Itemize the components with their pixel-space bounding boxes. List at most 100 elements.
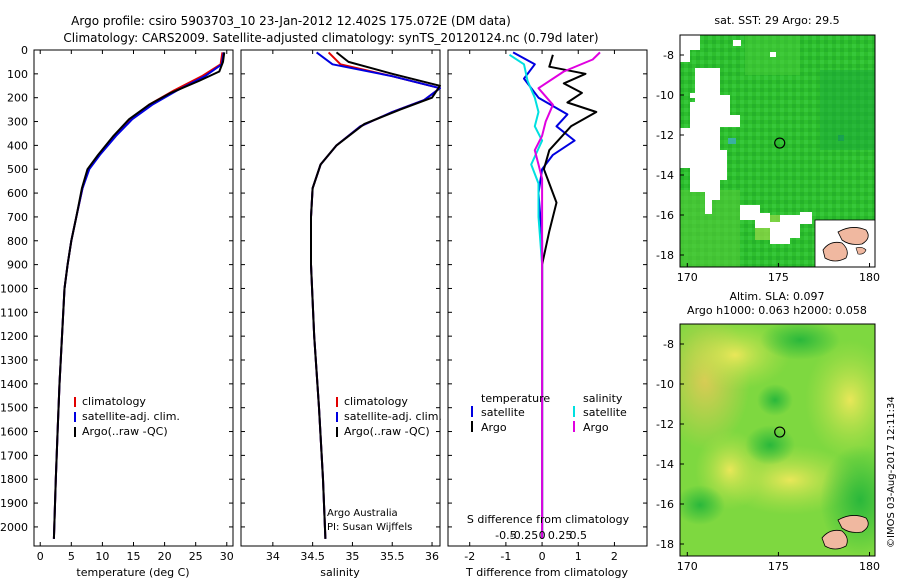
difference-panel: -2 -1 0 1 2 T difference from climatology S … <box>447 49 648 579</box>
depth-tick-label: 1700 <box>0 449 28 462</box>
salinity-axis-label: salinity <box>320 566 360 579</box>
x-tick-label: -2 <box>464 550 475 563</box>
series-line <box>508 53 544 539</box>
legend-t-satellite: satellite <box>481 406 525 419</box>
sst-map-title: sat. SST: 29 Argo: 29.5 <box>714 14 839 27</box>
series-line <box>310 51 441 539</box>
depth-tick-label: 1600 <box>0 426 28 439</box>
depth-tick-label: 800 <box>7 235 28 248</box>
series-line <box>52 52 226 539</box>
x-tick-label: 35 <box>345 550 359 563</box>
depth-tick-label: 300 <box>7 116 28 129</box>
credit-line1: Argo Australia <box>327 508 398 519</box>
depth-tick-label: 900 <box>7 259 28 272</box>
depth-tick-label: 1500 <box>0 402 28 415</box>
x-tick-label: 34 <box>266 550 280 563</box>
argo-position-marker-sla <box>774 426 786 438</box>
legend-satellite: satellite-adj. clim. <box>82 410 180 423</box>
x-tick-label: 36 <box>425 550 439 563</box>
x-tick-label: 35.5 <box>380 550 405 563</box>
depth-tick-label: 1800 <box>0 473 28 486</box>
series-line <box>533 51 601 539</box>
header-line1: Argo profile: csiro 5903703_10 23-Jan-20… <box>71 14 511 28</box>
x-tick-label: -1 <box>500 550 511 563</box>
depth-tick-label: 400 <box>7 139 28 152</box>
x-tick-label: 2 <box>611 550 618 563</box>
map-y-tick-label: -16 <box>656 498 674 511</box>
header-line2: Climatology: CARS2009. Satellite-adjuste… <box>63 31 598 45</box>
depth-tick-label: 1000 <box>0 282 28 295</box>
sla-map-title2: Argo h1000: 0.063 h2000: 0.058 <box>687 304 867 317</box>
depth-tick-label: 0 <box>21 44 28 57</box>
map-x-tick-label: 170 <box>677 560 698 573</box>
map-x-tick-label: 175 <box>768 271 789 284</box>
map-y-tick-label: -18 <box>656 538 674 551</box>
legend-salinity-title: salinity <box>583 392 623 405</box>
series-line <box>52 52 224 539</box>
map-y-tick-label: -14 <box>656 458 674 471</box>
map-x-tick-label: 170 <box>677 271 698 284</box>
map-y-tick-label: -10 <box>656 378 674 391</box>
map-y-tick-label: -12 <box>656 418 674 431</box>
s-tick-label: 0.25 <box>548 529 573 542</box>
legend-temperature-title: temperature <box>481 392 550 405</box>
temperature-legend: climatology satellite-adj. clim. Argo(..… <box>74 395 180 438</box>
depth-tick-label: 600 <box>7 187 28 200</box>
map-y-tick-label: -8 <box>663 338 674 351</box>
series-line <box>541 54 598 539</box>
x-tick-label: 10 <box>95 550 109 563</box>
x-tick-label: 20 <box>158 550 172 563</box>
s-tick-label: 0.5 <box>570 529 588 542</box>
timestamp: ©IMOS 03-Aug-2017 12:11:34 <box>886 396 897 548</box>
depth-tick-label: 1900 <box>0 497 28 510</box>
map-y-tick-label: -8 <box>663 49 674 62</box>
series-line <box>52 52 225 539</box>
difference-legend: temperature salinity satellite Argo sate… <box>471 392 627 434</box>
sla-map-title1: Altim. SLA: 0.097 <box>729 290 824 303</box>
t-diff-axis-label: T difference from climatology <box>465 566 628 579</box>
credit-line2: PI: Susan Wijffels <box>327 522 412 533</box>
map-y-tick-label: -10 <box>656 89 674 102</box>
legend-s-satellite: satellite <box>583 406 627 419</box>
x-tick-label: 0 <box>539 550 546 563</box>
map-y-tick-label: -12 <box>656 129 674 142</box>
x-tick-label: 25 <box>189 550 203 563</box>
sla-map: Altim. SLA: 0.097 Argo h1000: 0.063 h200… <box>656 290 880 573</box>
legend-climatology: climatology <box>344 395 408 408</box>
temperature-axis-label: temperature (deg C) <box>76 566 189 579</box>
salinity-legend: climatology satellite-adj. clim. Argo(..… <box>336 395 442 438</box>
depth-tick-label: 1200 <box>0 330 28 343</box>
x-tick-label: 0 <box>37 550 44 563</box>
x-tick-label: 1 <box>575 550 582 563</box>
depth-tick-label: 1300 <box>0 354 28 367</box>
map-y-tick-label: -14 <box>656 169 674 182</box>
map-y-tick-label: -16 <box>656 209 674 222</box>
sst-map: sat. SST: 29 Argo: 29.5 170 175 180 -8 -10 -1… <box>656 14 880 284</box>
legend-s-argo: Argo <box>583 421 609 434</box>
legend-climatology: climatology <box>82 395 146 408</box>
depth-tick-label: 200 <box>7 92 28 105</box>
s-diff-axis-label: S difference from climatology <box>467 513 630 526</box>
depth-tick-label: 500 <box>7 163 28 176</box>
salinity-panel: 34 34.5 35 35.5 36 salinity climatology sate… <box>240 49 442 579</box>
depth-tick-label: 2000 <box>0 521 28 534</box>
map-x-tick-label: 180 <box>859 560 880 573</box>
x-tick-label: 5 <box>68 550 75 563</box>
series-line <box>310 51 441 539</box>
legend-argo: Argo(..raw -QC) <box>344 425 430 438</box>
map-x-tick-label: 180 <box>859 271 880 284</box>
map-x-tick-label: 175 <box>768 560 789 573</box>
legend-t-argo: Argo <box>481 421 507 434</box>
map-y-tick-label: -18 <box>656 249 674 262</box>
temperature-panel: 0 5 10 15 20 25 30 temperature (deg C) climato… <box>33 49 234 579</box>
s-diff-ticks: -0.5-0.25 0 0.250.5 <box>495 529 587 542</box>
argo-position-marker-sst <box>774 137 786 149</box>
depth-tick-label: 1100 <box>0 306 28 319</box>
x-tick-label: 30 <box>220 550 234 563</box>
depth-tick-label: 700 <box>7 211 28 224</box>
s-tick-label: 0 <box>539 529 546 542</box>
depth-tick-label: 100 <box>7 68 28 81</box>
depth-tick-label: 1400 <box>0 378 28 391</box>
legend-satellite: satellite-adj. clim. <box>344 410 442 423</box>
